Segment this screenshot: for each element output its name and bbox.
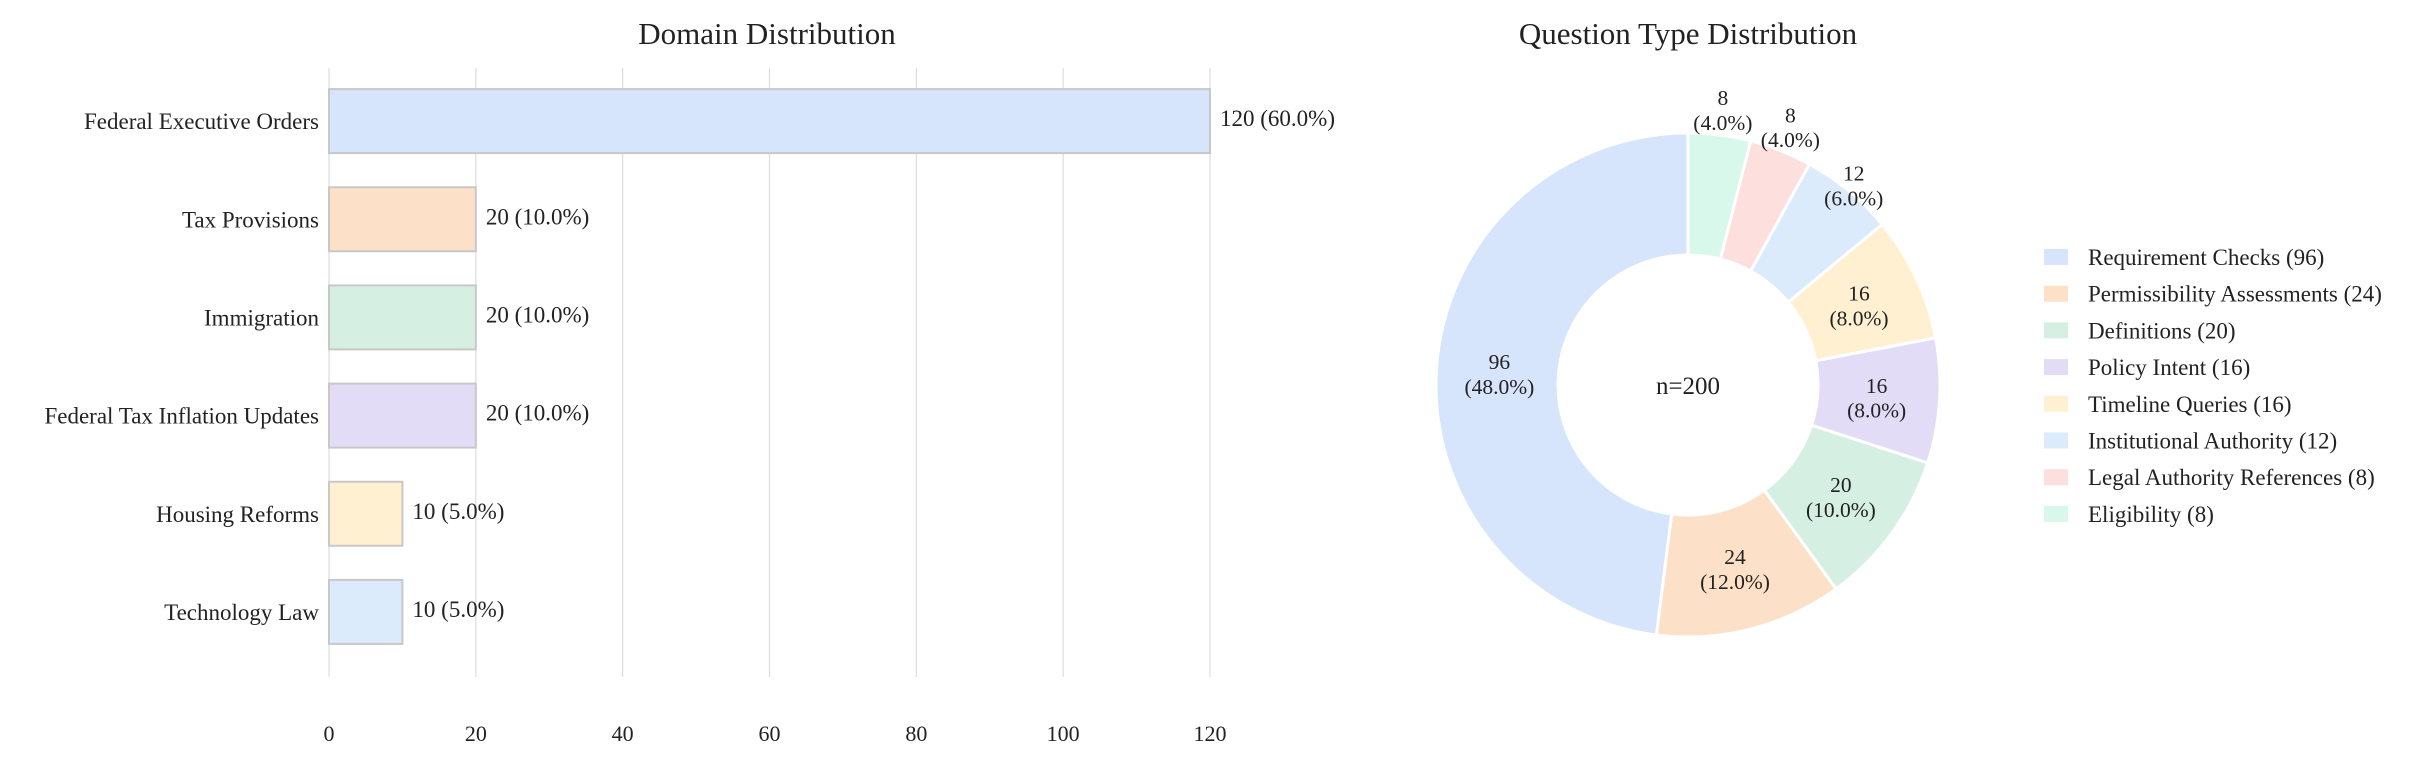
- bar-value-label: 20 (10.0%): [486, 302, 589, 327]
- legend-label: Institutional Authority (12): [2088, 429, 2337, 454]
- donut-slice-label: 8 (4.0%): [1761, 104, 1820, 153]
- donut-slice-labels: 96 (48.0%) 24 (12.0%) 20 (10.0%) 16 (8.0%) 16 (8.…: [1464, 86, 1906, 594]
- bar-category-label: Technology Law: [164, 600, 319, 625]
- bar-value-label: 120 (60.0%): [1220, 106, 1335, 131]
- bar-x-tick-label: 120: [1194, 721, 1227, 746]
- donut-slice-label: 12 (6.0%): [1824, 162, 1883, 211]
- bar-gridlines: [328, 68, 1211, 677]
- bar-x-tick-label: 80: [905, 721, 927, 746]
- donut-slice-label: 24 (12.0%): [1700, 545, 1770, 594]
- donut-legend: Requirement Checks (96) Permissibility As…: [2044, 245, 2382, 527]
- bar-value-label: 20 (10.0%): [486, 204, 589, 229]
- donut-slice: [1434, 131, 1690, 637]
- legend-swatch: [2044, 395, 2068, 412]
- donut-chart-title: Question Type Distribution: [1519, 16, 1858, 51]
- donut-slices: [1434, 131, 1942, 639]
- legend-swatch: [2044, 432, 2068, 449]
- donut-slice-label: 20 (10.0%): [1806, 473, 1876, 522]
- bar-x-tick-label: 0: [324, 721, 335, 746]
- bar: [328, 480, 404, 547]
- legend-label: Eligibility (8): [2088, 502, 2214, 527]
- donut-slice-label: 16 (8.0%): [1829, 282, 1888, 331]
- legend-label: Policy Intent (16): [2088, 355, 2250, 380]
- domain-bar-chart: Domain Distribution Federal Executive Or…: [44, 16, 1335, 746]
- bar: [328, 88, 1211, 155]
- bar-category-label: Federal Tax Inflation Updates: [44, 404, 319, 429]
- bar-marks: Federal Executive Orders 120 (60.0%) Tax P…: [44, 88, 1335, 645]
- legend-label: Legal Authority References (8): [2088, 465, 2375, 490]
- legend-swatch: [2044, 285, 2068, 302]
- legend-swatch: [2044, 505, 2068, 522]
- legend-swatch: [2044, 469, 2068, 486]
- question-type-donut-chart: Question Type Distribution 96 (48.0%) 24 (1…: [1434, 16, 2382, 639]
- donut-slice-label: 16 (8.0%): [1847, 374, 1906, 423]
- legend-label: Permissibility Assessments (24): [2088, 282, 2382, 307]
- bar-x-tick-label: 60: [759, 721, 781, 746]
- bar-x-ticks: 0 20 40 60 80 100 120: [324, 721, 1227, 746]
- donut-slice-label: 96 (48.0%): [1464, 350, 1534, 399]
- donut-slice: [1686, 131, 1753, 261]
- bar-chart-title: Domain Distribution: [638, 16, 896, 51]
- bar-value-label: 10 (5.0%): [412, 597, 504, 622]
- bar-category-label: Housing Reforms: [156, 502, 319, 527]
- legend-swatch: [2044, 249, 2068, 265]
- bar: [328, 186, 477, 253]
- legend-swatch: [2044, 359, 2068, 376]
- bar-x-tick-label: 100: [1047, 721, 1080, 746]
- legend-label: Requirement Checks (96): [2088, 245, 2324, 270]
- bar-category-label: Immigration: [204, 305, 319, 330]
- bar-value-label: 10 (5.0%): [412, 499, 504, 524]
- bar-category-label: Federal Executive Orders: [84, 109, 319, 134]
- donut-slice-label: 8 (4.0%): [1693, 86, 1752, 135]
- bar: [328, 578, 404, 645]
- donut-center-label: n=200: [1656, 373, 1720, 400]
- legend-swatch: [2044, 322, 2068, 339]
- bar-x-tick-label: 40: [612, 721, 634, 746]
- legend-label: Definitions (20): [2088, 318, 2236, 343]
- bar-category-label: Tax Provisions: [182, 207, 319, 232]
- bar: [328, 382, 477, 449]
- bar-value-label: 20 (10.0%): [486, 401, 589, 426]
- bar-x-tick-label: 20: [465, 721, 487, 746]
- bar: [328, 284, 477, 351]
- legend-label: Timeline Queries (16): [2088, 392, 2292, 417]
